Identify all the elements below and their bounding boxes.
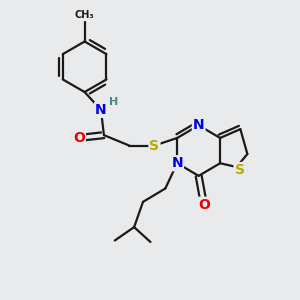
Text: O: O [199,198,211,212]
Text: S: S [149,139,160,152]
Text: S: S [235,163,244,177]
Text: N: N [171,156,183,170]
Text: N: N [95,103,107,117]
Text: H: H [109,97,118,106]
Text: N: N [193,118,205,132]
Text: O: O [73,130,85,145]
Text: CH₃: CH₃ [75,11,94,20]
